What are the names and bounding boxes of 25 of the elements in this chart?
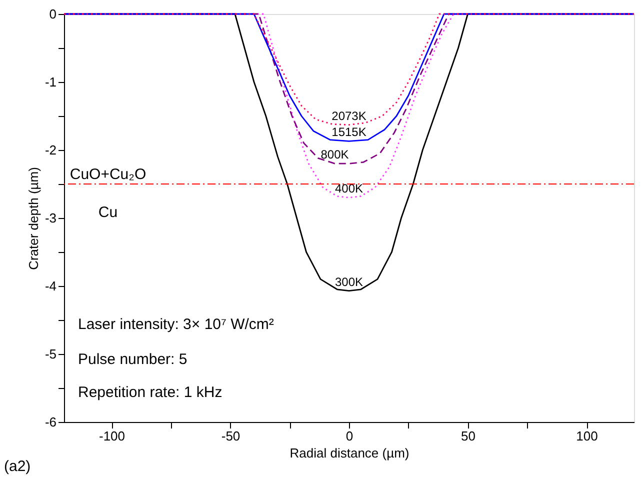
x-tick-label: 50	[461, 428, 476, 444]
annotation: CuO+Cu₂O	[70, 166, 146, 183]
series-label: 800K	[320, 148, 349, 162]
y-tick-label: 0	[49, 6, 56, 22]
annotation: Pulse number: 5	[78, 351, 188, 368]
y-tick-label: -6	[44, 414, 56, 430]
x-tick-label: -100	[98, 428, 126, 444]
annotation: Laser intensity: 3× 10⁷ W/cm²	[78, 316, 274, 333]
series-label: 400K	[334, 182, 364, 196]
y-tick-label: -2	[44, 142, 56, 158]
y-tick-label: -1	[44, 74, 56, 90]
series-label: 300K	[334, 274, 364, 289]
y-tick-label: -3	[44, 210, 56, 226]
y-tick-label: -4	[44, 278, 56, 294]
x-tick-label: 0	[346, 428, 354, 444]
annotation: Cu	[98, 204, 118, 221]
x-tick-label: 100	[576, 428, 598, 444]
series-label: 2073K	[332, 108, 366, 123]
series-label: 1515K	[332, 125, 366, 140]
y-tick-label: -5	[44, 346, 56, 362]
y-axis-title: Crater depth (µm)	[26, 167, 41, 270]
x-axis-title: Radial distance (µm)	[290, 446, 410, 460]
annotation: Repetition rate: 1 kHz	[78, 384, 222, 401]
x-tick-label: -50	[221, 428, 240, 444]
text: (a2)	[4, 458, 31, 475]
